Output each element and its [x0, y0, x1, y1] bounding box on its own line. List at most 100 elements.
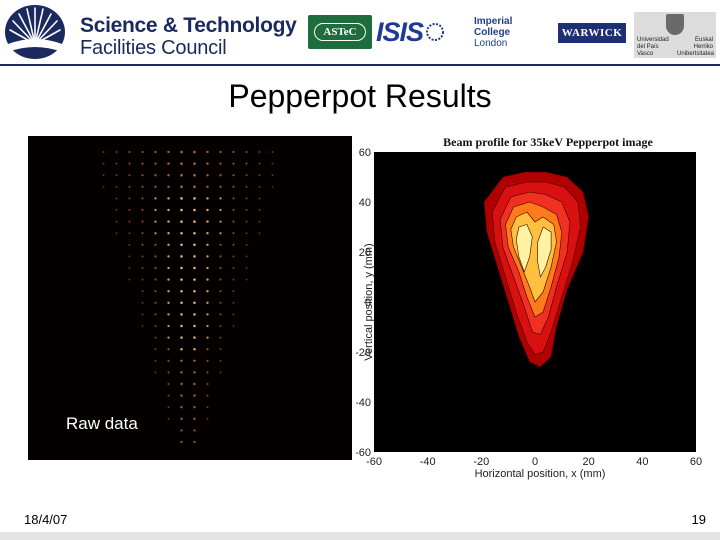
upv-right-text: Euskal Herriko Unibertsitatea	[677, 37, 715, 57]
x-tick-label: -60	[366, 456, 382, 468]
pepperpot-dot	[193, 266, 196, 270]
pepperpot-dot	[245, 208, 248, 212]
pepperpot-dot	[128, 208, 131, 212]
raw-data-label: Raw data	[66, 414, 138, 433]
pepperpot-dot	[219, 197, 222, 200]
pepperpot-dot	[206, 313, 209, 316]
pepperpot-dot	[193, 371, 196, 374]
pepperpot-dot	[180, 324, 183, 328]
pepperpot-dot	[206, 382, 209, 386]
pepperpot-dot	[232, 255, 235, 258]
pepperpot-dot	[193, 417, 196, 420]
pepperpot-dot	[206, 243, 209, 246]
pepperpot-dot	[167, 278, 170, 281]
pepperpot-dot	[245, 232, 248, 235]
pepperpot-dot	[193, 185, 196, 189]
pepperpot-dot	[141, 162, 144, 165]
pepperpot-dot	[128, 162, 131, 165]
isis-logo-text: ISIS	[376, 16, 424, 47]
pepperpot-dot	[141, 150, 144, 154]
pepperpot-dot	[180, 278, 183, 281]
pepperpot-dot	[258, 220, 261, 223]
pepperpot-dot	[193, 255, 196, 258]
pepperpot-dot	[232, 185, 235, 188]
pepperpot-dot	[193, 382, 196, 386]
pepperpot-dot	[167, 266, 170, 270]
pepperpot-dot	[180, 255, 183, 258]
isis-globe-icon	[426, 23, 445, 41]
pepperpot-dot	[258, 232, 261, 235]
y-tick-label: -20	[356, 347, 371, 359]
pepperpot-dot	[193, 440, 196, 444]
pepperpot-dot	[193, 243, 196, 247]
pepperpot-dot	[193, 208, 196, 212]
pepperpot-dot	[193, 197, 196, 200]
pepperpot-dot	[154, 301, 157, 304]
upv-shield-icon	[666, 14, 684, 35]
pepperpot-dot	[219, 278, 222, 281]
pepperpot-dot	[219, 162, 222, 165]
pepperpot-dot	[180, 231, 183, 235]
pepperpot-dot	[167, 301, 170, 304]
pepperpot-dot	[232, 325, 235, 327]
header-divider	[0, 64, 720, 66]
stfc-sunburst-logo	[5, 5, 65, 59]
pepperpot-dot	[141, 174, 144, 177]
pepperpot-dot	[232, 197, 235, 200]
pepperpot-dot	[219, 290, 222, 293]
pepperpot-dot	[141, 290, 144, 293]
pepperpot-dot	[193, 289, 196, 293]
pepperpot-dot	[206, 208, 209, 212]
pepperpot-dot	[154, 266, 157, 270]
pepperpot-dot	[193, 394, 196, 397]
pepperpot-dot	[167, 150, 170, 154]
pepperpot-dot	[232, 301, 235, 304]
pepperpot-dot	[219, 150, 222, 154]
pepperpot-dot	[115, 151, 118, 153]
pepperpot-dot	[167, 406, 170, 409]
footer-bar	[0, 532, 720, 540]
y-tick-label: -40	[356, 397, 371, 409]
pepperpot-dot	[271, 162, 274, 165]
pepperpot-dot	[167, 255, 170, 258]
imperial-line2: London	[474, 37, 508, 49]
pepperpot-dot	[154, 174, 157, 177]
pepperpot-dot	[180, 394, 183, 397]
pepperpot-dot	[167, 220, 170, 223]
pepperpot-dot	[154, 313, 157, 316]
organization-name-line2: Facilities Council	[80, 37, 227, 59]
pepperpot-dot	[154, 220, 157, 223]
pepperpot-dot	[167, 324, 170, 328]
warwick-logo-text: WARWICK	[561, 27, 623, 39]
pepperpot-dot	[193, 313, 196, 316]
pepperpot-dot	[206, 185, 209, 189]
y-axis-label: Vertical position, y (mm)	[363, 243, 375, 360]
pepperpot-dot	[232, 208, 235, 212]
pepperpot-dot	[154, 359, 157, 362]
pepperpot-dot	[206, 359, 209, 362]
pepperpot-dot	[180, 150, 183, 154]
pepperpot-dot	[193, 429, 196, 432]
pepperpot-dot	[180, 347, 183, 351]
pepperpot-dot	[180, 336, 183, 339]
pepperpot-dot	[258, 209, 261, 211]
pepperpot-dot	[219, 336, 222, 339]
pepperpot-dot	[180, 359, 183, 363]
pepperpot-dot	[271, 174, 274, 177]
pepperpot-dot	[167, 232, 170, 235]
pepperpot-dot	[206, 220, 209, 223]
pepperpot-dot	[180, 243, 183, 247]
x-tick-label: 20	[583, 456, 595, 468]
pepperpot-dot	[180, 371, 183, 374]
pepperpot-dot	[154, 208, 157, 212]
y-tick-label: 0	[365, 297, 371, 309]
pepperpot-dot	[141, 232, 144, 235]
pepperpot-dot	[141, 197, 144, 200]
pepperpot-dot	[219, 371, 222, 374]
upv-logo-text: Universidad del País Vasco Euskal Herrik…	[637, 37, 715, 58]
pepperpot-dot	[154, 185, 157, 188]
contour-level-6	[515, 224, 533, 273]
pepperpot-dot	[167, 290, 170, 293]
pepperpot-dot	[128, 185, 131, 188]
pepperpot-dot	[167, 243, 170, 246]
